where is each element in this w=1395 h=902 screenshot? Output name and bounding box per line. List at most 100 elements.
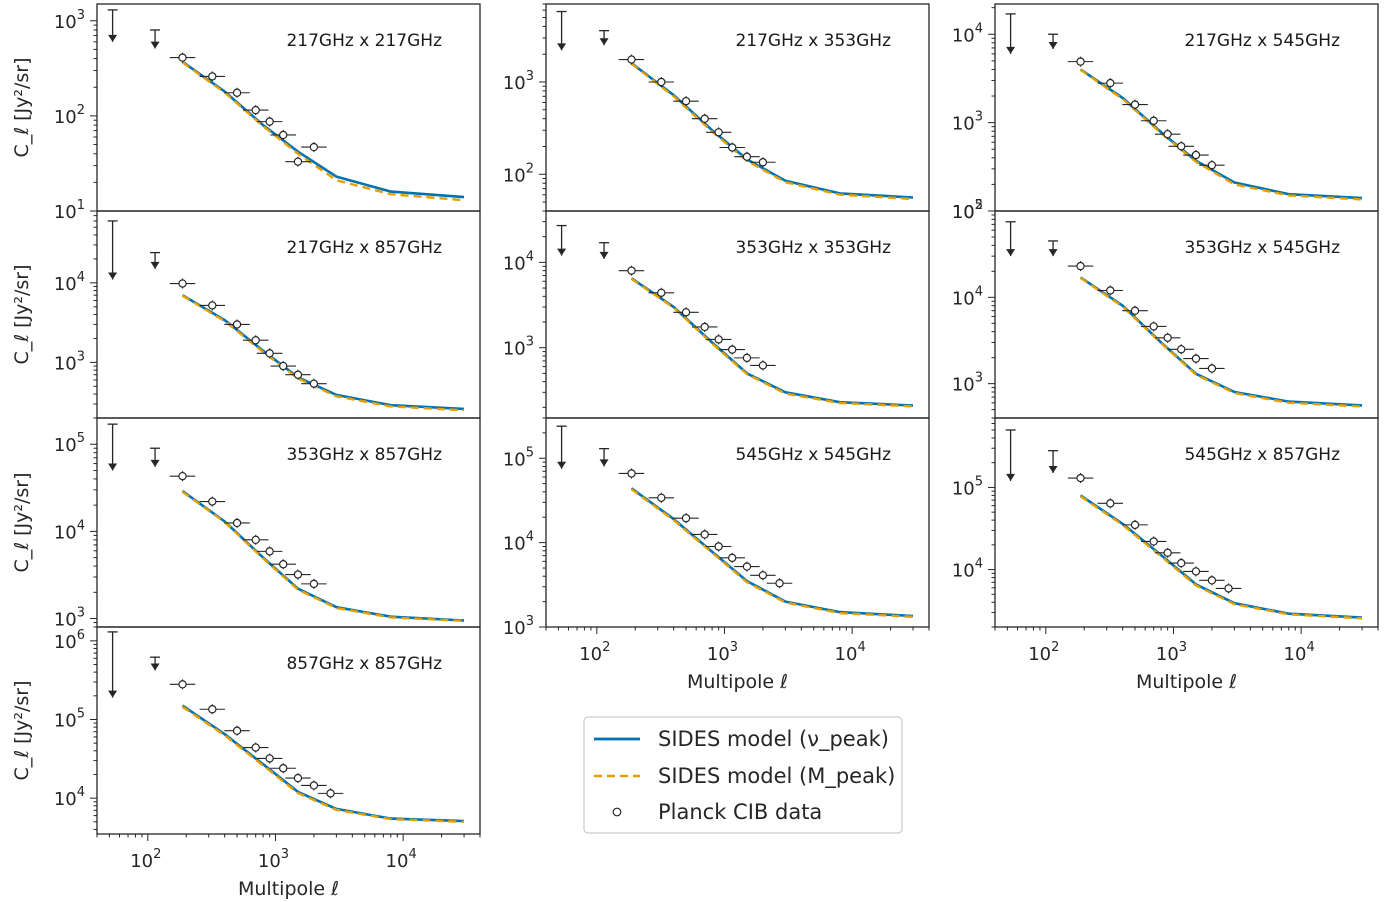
data-point bbox=[700, 530, 709, 539]
data-point bbox=[232, 320, 242, 329]
panel-title: 545GHz x 545GHz bbox=[735, 445, 891, 465]
data-point bbox=[714, 335, 723, 344]
data-point bbox=[251, 743, 260, 752]
model-nu-peak-line bbox=[1079, 494, 1363, 619]
data-point bbox=[178, 53, 187, 62]
data-point bbox=[1191, 150, 1201, 160]
legend-entry-label: Planck CIB data bbox=[658, 800, 822, 824]
legend-frame bbox=[583, 716, 903, 834]
data-point bbox=[627, 469, 636, 478]
model-nu-peak-line bbox=[181, 294, 465, 411]
data-point bbox=[1207, 576, 1217, 585]
x-tick-label: 102 bbox=[579, 640, 610, 665]
y-tick-label: 105 bbox=[952, 198, 983, 223]
model-m-peak-line bbox=[181, 61, 465, 202]
model-m-peak-line bbox=[1079, 276, 1363, 408]
model-m-peak-line bbox=[181, 705, 465, 823]
data-point bbox=[279, 764, 288, 773]
model-nu-peak-line bbox=[181, 490, 465, 622]
x-tick-label: 102 bbox=[130, 847, 161, 872]
data-point bbox=[728, 345, 737, 354]
data-point bbox=[657, 288, 666, 297]
panel: 103 104 105 102 103 104 545GHz x 545GHz Multipo… bbox=[503, 417, 930, 693]
y-tick-label: 104 bbox=[503, 249, 534, 274]
y-tick-label: 103 bbox=[54, 349, 85, 374]
data-point bbox=[1207, 160, 1217, 170]
data-point bbox=[714, 542, 723, 551]
data-point bbox=[742, 562, 752, 571]
data-point bbox=[1076, 473, 1085, 483]
panel-title: 217GHz x 545GHz bbox=[1184, 31, 1340, 51]
model-m-peak-line bbox=[1079, 68, 1363, 201]
y-axis-label: C_ℓ [Jy²/sr] bbox=[11, 264, 33, 364]
data-point bbox=[208, 72, 217, 81]
data-point bbox=[309, 579, 319, 589]
data-point bbox=[1177, 142, 1186, 151]
panel: 102 103 217GHz x 353GHz bbox=[503, 3, 930, 212]
data-point bbox=[232, 518, 242, 528]
x-tick-label: 104 bbox=[386, 847, 417, 872]
panel: 103 104 217GHz x 857GHz C_ℓ [Jy²/sr] bbox=[11, 210, 481, 419]
y-tick-label: 104 bbox=[54, 270, 85, 295]
y-tick-label: 104 bbox=[54, 518, 85, 543]
data-point bbox=[728, 143, 737, 152]
data-point bbox=[657, 493, 666, 502]
x-tick-label: 103 bbox=[258, 847, 289, 872]
x-axis-label: Multipole ℓ bbox=[238, 878, 339, 900]
data-point bbox=[309, 781, 319, 790]
data-point bbox=[265, 117, 274, 126]
data-point bbox=[1149, 116, 1158, 125]
model-nu-peak-line bbox=[1079, 68, 1363, 200]
model-m-peak-line bbox=[630, 62, 914, 201]
upper-limit-arrow bbox=[599, 38, 609, 46]
x-tick-label: 103 bbox=[707, 640, 738, 665]
panel-title: 217GHz x 353GHz bbox=[735, 31, 891, 51]
data-point bbox=[742, 353, 752, 363]
data-point bbox=[1224, 584, 1233, 593]
data-point bbox=[293, 773, 303, 783]
data-point bbox=[1106, 286, 1115, 295]
y-tick-label: 103 bbox=[54, 8, 85, 33]
panel: 103 104 105 353GHz x 545GHz bbox=[952, 198, 1379, 419]
y-tick-label: 104 bbox=[952, 557, 983, 582]
model-m-peak-line bbox=[1079, 495, 1363, 620]
upper-limit-arrow bbox=[108, 690, 118, 698]
y-tick-label: 105 bbox=[503, 445, 534, 470]
data-point bbox=[1177, 345, 1186, 354]
upper-limit-arrow bbox=[1048, 42, 1058, 50]
y-tick-label: 106 bbox=[54, 628, 85, 653]
y-tick-label: 103 bbox=[503, 335, 534, 360]
data-point bbox=[714, 128, 723, 137]
model-m-peak-line bbox=[630, 488, 914, 618]
panel-title: 217GHz x 217GHz bbox=[286, 31, 442, 51]
data-point bbox=[251, 535, 260, 545]
y-tick-label: 104 bbox=[503, 530, 534, 555]
model-m-peak-line bbox=[181, 490, 465, 623]
data-point bbox=[742, 152, 752, 161]
data-point bbox=[681, 513, 691, 523]
data-point bbox=[279, 130, 288, 140]
data-point bbox=[1149, 537, 1158, 546]
data-point bbox=[208, 301, 217, 310]
data-point bbox=[251, 105, 260, 115]
y-tick-label: 102 bbox=[503, 161, 534, 186]
data-point bbox=[178, 680, 187, 689]
data-point bbox=[1149, 322, 1158, 331]
upper-limit-arrow bbox=[150, 41, 160, 49]
y-tick-label: 103 bbox=[503, 614, 534, 639]
y-tick-label: 101 bbox=[54, 198, 85, 223]
panel-frame bbox=[545, 417, 930, 628]
data-point bbox=[1106, 78, 1115, 88]
upper-limit-arrow bbox=[1048, 249, 1058, 257]
x-tick-label: 104 bbox=[1284, 640, 1315, 665]
model-m-peak-line bbox=[630, 277, 914, 408]
upper-limit-arrow bbox=[150, 459, 160, 467]
panel-title: 545GHz x 857GHz bbox=[1184, 445, 1340, 465]
panel-title: 353GHz x 353GHz bbox=[735, 238, 891, 258]
panel-title: 857GHz x 857GHz bbox=[286, 654, 442, 674]
y-tick-label: 104 bbox=[952, 21, 983, 46]
data-point bbox=[251, 336, 260, 345]
upper-limit-arrow bbox=[557, 248, 567, 256]
data-point bbox=[1163, 129, 1172, 139]
